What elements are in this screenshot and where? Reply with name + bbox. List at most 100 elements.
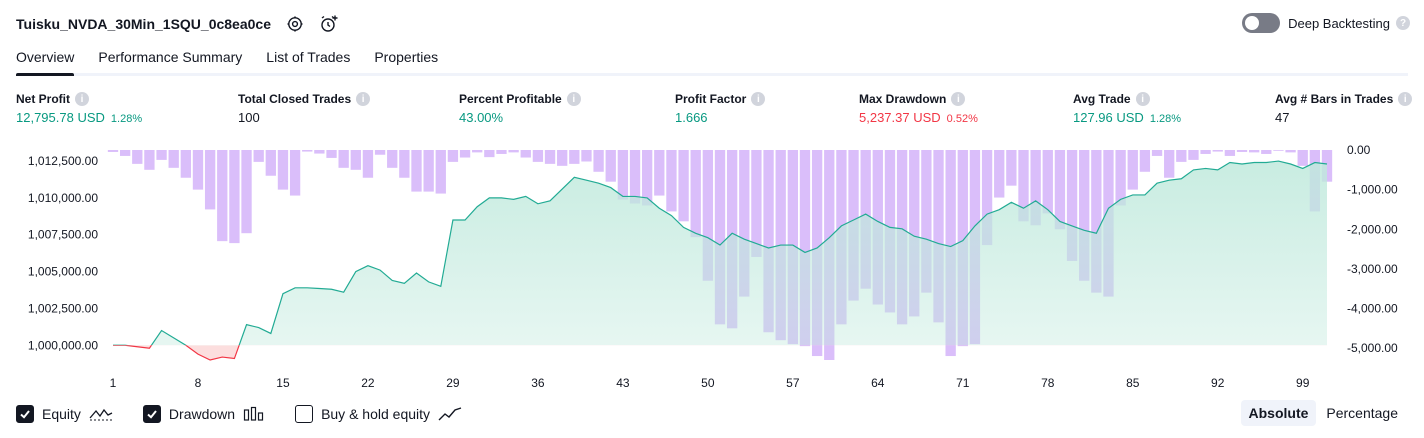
drawdown-bar: [399, 150, 410, 178]
drawdown-bar: [1273, 150, 1284, 151]
info-icon[interactable]: i: [751, 92, 766, 106]
drawdown-bar: [1261, 150, 1272, 154]
tab-performance-summary[interactable]: Performance Summary: [98, 49, 243, 65]
drawdown-bar: [557, 150, 568, 166]
drawdown-bar: [1297, 150, 1308, 166]
drawdown-bar: [338, 150, 349, 168]
drawdown-bar: [569, 150, 580, 164]
equity-area-positive: [113, 161, 1327, 346]
drawdown-bar: [751, 150, 762, 257]
equity-area: [113, 160, 1328, 361]
deep-backtesting-toggle[interactable]: [1242, 13, 1281, 33]
deep-backtesting: Deep Backtesting ?: [1242, 13, 1410, 33]
drawdown-bar: [1042, 150, 1053, 214]
info-icon[interactable]: i: [356, 92, 371, 106]
checkbox-checked-icon[interactable]: [16, 405, 34, 423]
drawdown-bar: [1127, 150, 1138, 190]
info-icon[interactable]: i: [951, 92, 966, 106]
deep-backtesting-label: Deep Backtesting: [1288, 15, 1390, 31]
equity-drawdown-chart[interactable]: 1,012,500.00 1,010,000.00 1,007,500.00 1,00…: [0, 140, 1424, 400]
y-axis-left-tick: 1,000,000.00: [28, 338, 98, 352]
drawdown-bar: [459, 150, 471, 158]
drawdown-bar: [1224, 150, 1236, 156]
drawdown-bar: [763, 150, 774, 333]
equity-line: [113, 160, 1328, 346]
legend-equity[interactable]: Equity: [16, 405, 113, 423]
drawdown-bar: [921, 150, 932, 293]
x-axis-tick: 92: [1211, 376, 1225, 390]
metric-label: Total Closed Trades: [238, 92, 352, 106]
metric-value: 43.00%: [459, 110, 504, 125]
y-axis-left-tick: 1,012,500.00: [28, 154, 98, 168]
tab-overview[interactable]: Overview: [16, 44, 75, 76]
drawdown-bar: [1091, 150, 1102, 293]
drawdown-bar: [1115, 150, 1126, 206]
drawdown-bar: [119, 150, 131, 156]
strategy-name: Tuisku_NVDA_30Min_1SQU_0c8ea0ce: [16, 16, 271, 32]
info-icon[interactable]: i: [566, 92, 581, 106]
tab-list-of-trades[interactable]: List of Trades: [266, 49, 351, 65]
legend-buy-hold[interactable]: Buy & hold equity: [295, 405, 462, 423]
drawdown-bar: [374, 150, 386, 155]
metric-total-closed-trades: Total Closed Trades i 100: [238, 92, 371, 125]
legend-drawdown[interactable]: Drawdown: [142, 405, 265, 423]
absolute-button[interactable]: Absolute: [1240, 400, 1317, 426]
drawdown-bar: [1236, 150, 1248, 152]
y-axis-right-tick: -2,000.00: [1347, 222, 1398, 236]
metric-avg-bars: Avg # Bars in Trades i 47: [1275, 92, 1413, 125]
drawdown-bar: [532, 150, 544, 162]
x-axis-tick: 57: [786, 376, 800, 390]
metric-percent-profitable: Percent Profitable i 43.00%: [459, 92, 581, 125]
drawdown-bar: [302, 150, 313, 152]
metrics-row: Net Profit i 12,795.78 USD 1.28% Total Clo…: [16, 92, 1413, 132]
drawdown-bar: [168, 150, 179, 168]
drawdown-bar: [1188, 150, 1199, 160]
drawdown-bar: [265, 150, 276, 176]
drawdown-bar: [472, 150, 483, 153]
drawdown-bar: [144, 150, 155, 170]
y-axis-right-tick: -4,000.00: [1347, 301, 1398, 315]
x-axis-tick: 85: [1126, 376, 1140, 390]
drawdown-bar: [362, 150, 374, 178]
info-icon[interactable]: i: [75, 92, 89, 106]
percentage-button[interactable]: Percentage: [1326, 405, 1398, 421]
strategy-header: Tuisku_NVDA_30Min_1SQU_0c8ea0ce: [16, 12, 339, 36]
metric-label: Profit Factor: [675, 92, 747, 106]
alarm-clock-plus-icon[interactable]: [319, 14, 339, 34]
buy-hold-line-icon: [438, 406, 462, 422]
info-icon[interactable]: i: [1135, 92, 1150, 106]
drawdown-bar: [204, 150, 216, 210]
drawdown-bar: [714, 150, 726, 325]
drawdown-bar: [629, 150, 641, 204]
toggle-knob: [1245, 16, 1260, 30]
y-axis-right-tick: -1,000.00: [1347, 183, 1398, 197]
drawdown-bar: [994, 150, 1005, 198]
y-axis-right-tick: -3,000.00: [1347, 262, 1398, 276]
x-axis-tick: 71: [956, 376, 970, 390]
drawdown-bar: [666, 150, 677, 212]
gear-icon[interactable]: [285, 14, 305, 34]
drawdown-bar: [581, 150, 592, 162]
drawdown-bar: [326, 150, 337, 158]
metric-max-drawdown: Max Drawdown i 5,237.37 USD 0.52%: [859, 92, 978, 125]
view-mode-switch: Absolute Percentage: [1239, 400, 1407, 426]
x-axis-tick: 78: [1041, 376, 1055, 390]
x-axis-tick: 8: [195, 376, 202, 390]
checkbox-checked-icon[interactable]: [142, 405, 161, 423]
drawdown-bar: [678, 150, 689, 222]
x-axis-tick: 43: [616, 376, 630, 390]
info-icon[interactable]: i: [1398, 92, 1413, 106]
tab-properties[interactable]: Properties: [374, 49, 439, 65]
metric-profit-factor: Profit Factor i 1.666: [675, 92, 766, 125]
x-axis-tick: 22: [361, 376, 375, 390]
drawdown-bar: [217, 150, 228, 242]
drawdown-bar: [1066, 150, 1078, 261]
drawdown-bar: [156, 150, 167, 160]
checkbox-unchecked-icon[interactable]: [295, 405, 314, 423]
x-axis-tick: 50: [701, 376, 715, 390]
drawdown-bar: [702, 150, 714, 281]
info-icon[interactable]: ?: [1396, 16, 1410, 30]
drawdown-bar: [981, 150, 993, 246]
drawdown-bar: [1139, 150, 1151, 172]
metric-value: 5,237.37 USD: [859, 110, 941, 125]
